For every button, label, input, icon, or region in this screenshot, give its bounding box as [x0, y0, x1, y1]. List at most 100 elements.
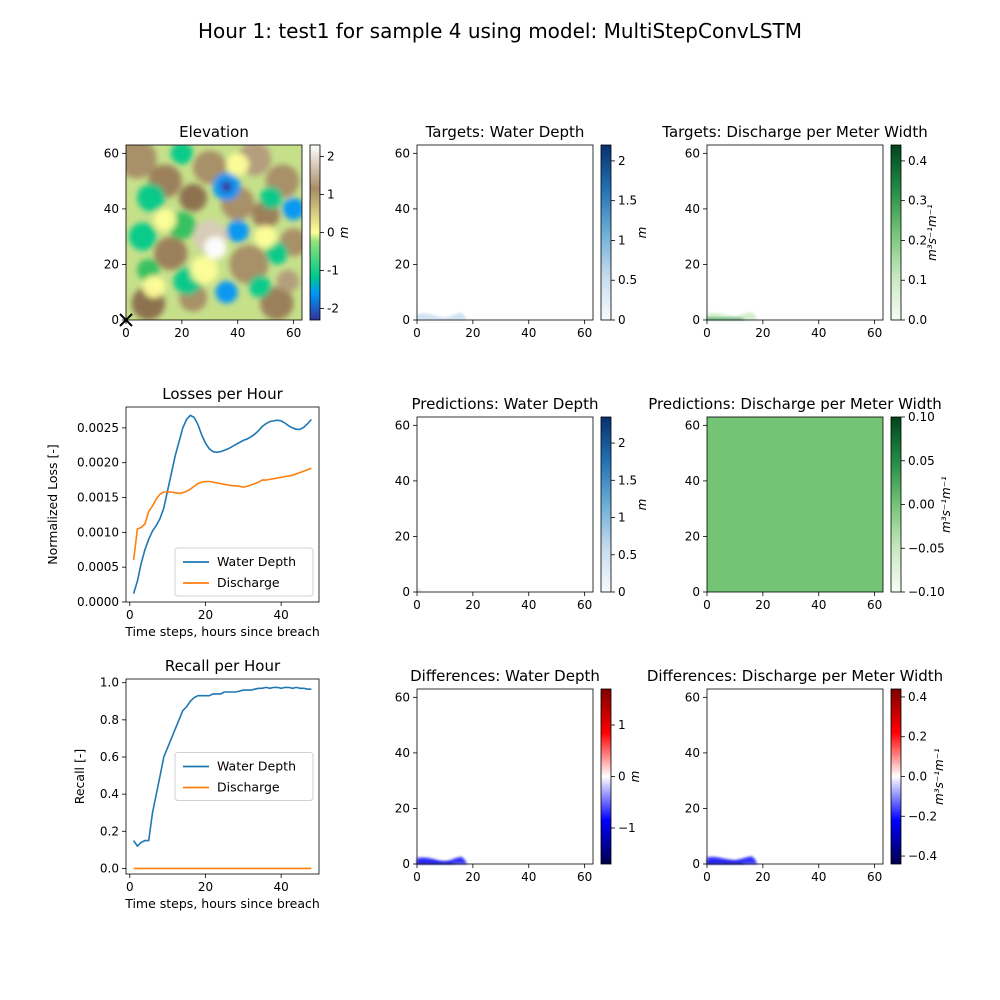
y-tick-label: 40	[685, 474, 700, 488]
legend-box	[174, 752, 314, 801]
y-tick-label: 60	[685, 146, 700, 160]
x-tick-label: 60	[577, 326, 592, 340]
legend-label: Water Depth	[217, 554, 296, 569]
colorbar-tick-label: 2	[327, 149, 335, 163]
colorbar-label: m	[635, 499, 649, 511]
colorbar-tick-label: 0.4	[908, 154, 927, 168]
x-tick-label: 20	[755, 326, 770, 340]
x-tick-label: 40	[811, 870, 826, 884]
colorbar-tick-label: 0.1	[908, 273, 927, 287]
legend: Water Depth Discharge	[174, 547, 314, 597]
x-tick-label: 0	[703, 598, 711, 612]
y-tick-label: 40	[685, 746, 700, 760]
x-tick-label: 20	[174, 326, 189, 340]
heatmap-field	[417, 145, 593, 320]
x-tick-label: 0	[122, 326, 130, 340]
panel-differences-discharge: 0 20 40 60 0 20 40 60 Differences: Discharge per…	[647, 667, 946, 884]
panel-title: Differences: Water Depth	[410, 667, 600, 685]
y-tick-label: 0.0025	[77, 421, 119, 435]
colorbar-tick-label: −0.2	[908, 809, 937, 823]
colorbar-tick-label: −0.4	[908, 849, 937, 863]
x-tick-label: 40	[811, 598, 826, 612]
colorbar-tick-label: 0	[618, 313, 626, 327]
x-tick-label: 20	[465, 870, 480, 884]
y-tick-label: 60	[395, 146, 410, 160]
heatmap-field	[707, 145, 883, 320]
y-tick-label: 40	[395, 474, 410, 488]
panel-title: Predictions: Discharge per Meter Width	[648, 395, 942, 413]
colorbar-tick-label: 1.5	[618, 473, 637, 487]
y-tick-label: 0	[402, 857, 410, 871]
colorbar-tick-label: -2	[327, 302, 339, 316]
flood-footprint	[417, 312, 468, 320]
y-tick-label: 1.0	[100, 676, 119, 690]
colorbar-tick-label: 0.3	[908, 194, 927, 208]
y-tick-label: 60	[104, 146, 119, 160]
panel-title: Targets: Discharge per Meter Width	[661, 123, 927, 141]
colorbar-tick-label: 0.5	[618, 548, 637, 562]
panel-targets-water-depth: 0 20 40 60 0 20 40 60 Targets: Water Depth 0 0.5 1 1…	[395, 123, 649, 340]
colorbar-tick-label: 0.5	[618, 273, 637, 287]
axes-frame	[706, 416, 884, 593]
x-axis-label: Time steps, hours since breach	[124, 896, 320, 911]
series-line-discharge	[132, 467, 312, 561]
colorbar-tick-label: 1	[327, 187, 335, 201]
y-tick-label: 0.0005	[77, 560, 119, 574]
x-tick-label: 20	[755, 598, 770, 612]
x-tick-label: 40	[521, 326, 536, 340]
panel-losses-per-hour: 0 20 40 0.0000 0.0005 0.0010 0.0015 0.0020 0.002…	[45, 385, 320, 639]
y-tick-label: 20	[685, 257, 700, 271]
y-tick-label: 0.0000	[77, 595, 119, 609]
x-tick-label: 60	[867, 598, 882, 612]
legend-box	[174, 547, 314, 597]
colorbar-tick-label: −0.10	[908, 585, 945, 599]
colorbar-tick-label: 0.0	[908, 770, 927, 784]
colorbar-tick-label: -1	[327, 264, 339, 278]
x-tick-label: 20	[198, 880, 213, 894]
colorbar-tick-label: 1.5	[618, 194, 637, 208]
x-tick-label: 20	[198, 608, 213, 622]
x-tick-label: 20	[465, 326, 480, 340]
y-tick-label: 0.0020	[77, 456, 119, 470]
legend-label: Discharge	[217, 575, 280, 590]
y-axis-label: Recall [-]	[72, 749, 87, 805]
x-tick-label: 20	[755, 870, 770, 884]
x-tick-label: 0	[126, 608, 134, 622]
y-tick-label: 0	[692, 585, 700, 599]
y-tick-label: 60	[685, 690, 700, 704]
colorbar	[600, 688, 612, 865]
colorbar-tick-label: 0	[327, 226, 335, 240]
panel-title: Predictions: Water Depth	[412, 395, 599, 413]
y-tick-label: 0.0010	[77, 525, 119, 539]
axes-frame	[416, 688, 594, 865]
axes-frame	[706, 688, 884, 865]
colorbar-tick-label: −0.05	[908, 541, 945, 555]
x-tick-label: 60	[577, 870, 592, 884]
x-tick-label: 40	[521, 870, 536, 884]
y-tick-label: 0	[402, 585, 410, 599]
y-axis-label: Normalized Loss [-]	[45, 444, 60, 565]
x-axis-label: Time steps, hours since breach	[124, 624, 320, 639]
colorbar-tick-label: 0.00	[908, 498, 935, 512]
colorbar-tick-label: 2	[618, 154, 626, 168]
panel-recall-per-hour: 0 20 40 0.0 0.2 0.4 0.6 0.8 1.0 Recall per Hour Ti…	[72, 657, 320, 911]
flood-footprint-core	[707, 317, 747, 320]
colorbar-tick-label: 0.2	[908, 730, 927, 744]
panel-title: Losses per Hour	[162, 385, 283, 403]
panel-title: Targets: Water Depth	[425, 123, 585, 141]
colorbar-tick-label: 0.05	[908, 454, 935, 468]
colorbar-tick-label: 0.0	[908, 313, 927, 327]
y-tick-label: 20	[395, 801, 410, 815]
colorbar-tick-label: 1	[618, 233, 626, 247]
colorbar-tick-label: 2	[618, 436, 626, 450]
colorbar-tick-label: 0	[618, 585, 626, 599]
legend: Water Depth Discharge	[174, 752, 314, 801]
panel-elevation: 0 20 40 60 0 20 40 60 Elevation -2 -1 0 1 2 m	[104, 123, 351, 340]
y-tick-label: 20	[104, 257, 119, 271]
y-tick-label: 40	[685, 202, 700, 216]
legend-label: Discharge	[217, 780, 280, 795]
heatmap-field	[707, 689, 883, 864]
y-tick-label: 20	[685, 529, 700, 543]
